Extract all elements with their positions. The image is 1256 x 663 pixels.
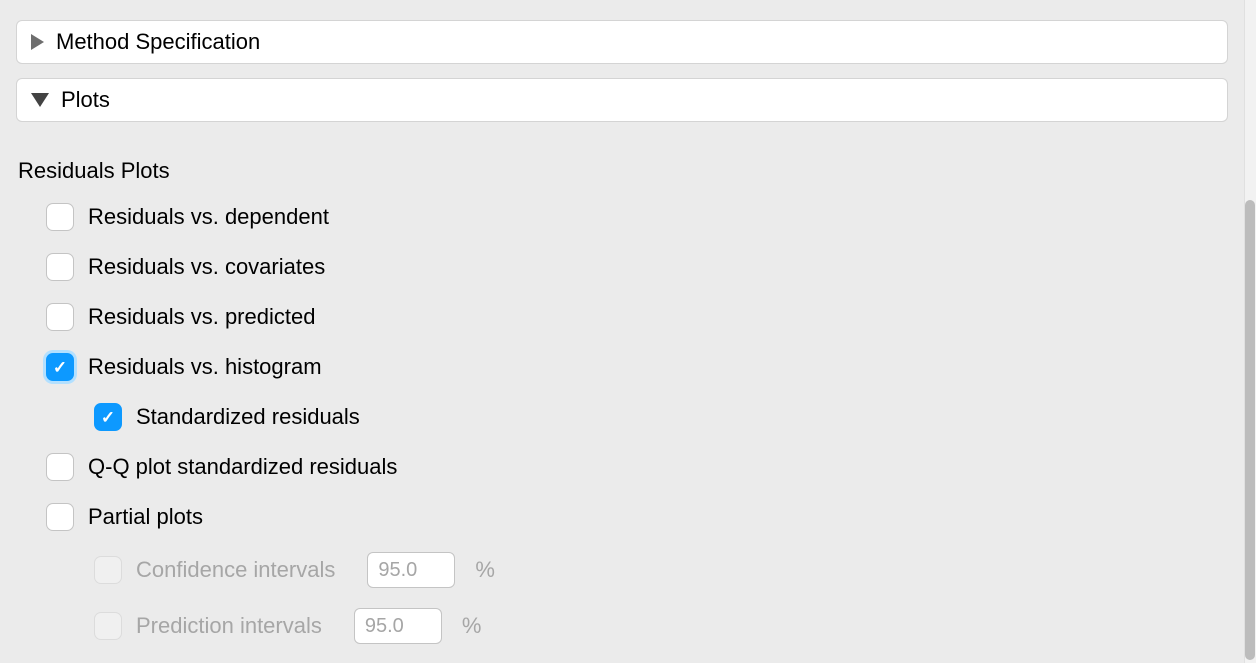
check-icon: ✓ <box>53 359 67 376</box>
residuals-vs-covariates-row: Residuals vs. covariates <box>46 252 1228 282</box>
residuals-plots-section: Residuals Plots Residuals vs. dependent … <box>16 158 1228 644</box>
confidence-intervals-percent: % <box>475 557 495 583</box>
method-specification-panel-header[interactable]: Method Specification <box>16 20 1228 64</box>
confidence-intervals-checkbox[interactable] <box>94 556 122 584</box>
partial-plots-label: Partial plots <box>88 504 203 530</box>
vertical-scrollbar[interactable] <box>1244 0 1256 663</box>
qq-plot-row: Q-Q plot standardized residuals <box>46 452 1228 482</box>
partial-plots-checkbox[interactable] <box>46 503 74 531</box>
confidence-intervals-row: Confidence intervals % <box>46 552 1228 588</box>
residuals-vs-dependent-row: Residuals vs. dependent <box>46 202 1228 232</box>
residuals-vs-predicted-checkbox[interactable] <box>46 303 74 331</box>
residuals-vs-covariates-label: Residuals vs. covariates <box>88 254 325 280</box>
residuals-vs-histogram-checkbox[interactable]: ✓ <box>46 353 74 381</box>
residuals-vs-histogram-row: ✓ Residuals vs. histogram <box>46 352 1228 382</box>
prediction-intervals-input[interactable] <box>354 608 442 644</box>
scrollbar-thumb[interactable] <box>1245 200 1255 660</box>
residuals-options-list: Residuals vs. dependent Residuals vs. co… <box>18 202 1228 644</box>
confidence-intervals-input[interactable] <box>367 552 455 588</box>
residuals-vs-dependent-label: Residuals vs. dependent <box>88 204 329 230</box>
qq-plot-checkbox[interactable] <box>46 453 74 481</box>
standardized-residuals-row: ✓ Standardized residuals <box>46 402 1228 432</box>
residuals-vs-covariates-checkbox[interactable] <box>46 253 74 281</box>
residuals-vs-histogram-label: Residuals vs. histogram <box>88 354 322 380</box>
residuals-vs-predicted-row: Residuals vs. predicted <box>46 302 1228 332</box>
check-icon: ✓ <box>101 409 115 426</box>
residuals-plots-section-title: Residuals Plots <box>18 158 1228 184</box>
standardized-residuals-label: Standardized residuals <box>136 404 360 430</box>
prediction-intervals-percent: % <box>462 613 482 639</box>
prediction-intervals-checkbox[interactable] <box>94 612 122 640</box>
residuals-vs-dependent-checkbox[interactable] <box>46 203 74 231</box>
prediction-intervals-label: Prediction intervals <box>136 613 322 639</box>
prediction-intervals-row: Prediction intervals % <box>46 608 1228 644</box>
partial-plots-row: Partial plots <box>46 502 1228 532</box>
method-specification-title: Method Specification <box>56 29 260 55</box>
standardized-residuals-checkbox[interactable]: ✓ <box>94 403 122 431</box>
plots-title: Plots <box>61 87 110 113</box>
disclosure-right-icon <box>31 34 44 50</box>
options-scroll-area: Method Specification Plots Residuals Plo… <box>0 0 1244 663</box>
plots-panel-header[interactable]: Plots <box>16 78 1228 122</box>
qq-plot-label: Q-Q plot standardized residuals <box>88 454 397 480</box>
disclosure-down-icon <box>31 93 49 107</box>
confidence-intervals-label: Confidence intervals <box>136 557 335 583</box>
residuals-vs-predicted-label: Residuals vs. predicted <box>88 304 315 330</box>
